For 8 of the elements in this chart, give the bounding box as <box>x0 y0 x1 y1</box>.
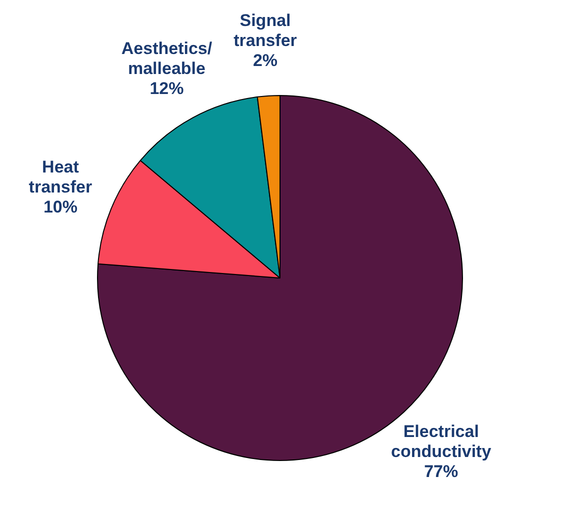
data-label: 12% <box>150 79 184 98</box>
slice-label: Aesthetics/ malleable <box>121 39 212 78</box>
data-label: 2% <box>252 50 278 70</box>
slice-label: Heat transfer <box>28 158 92 197</box>
slice-label: Electrical conductivity <box>391 422 492 461</box>
slice-label: Signal transfer <box>234 10 298 50</box>
data-label: 10% <box>43 198 78 217</box>
data-label: 77% <box>424 462 458 481</box>
